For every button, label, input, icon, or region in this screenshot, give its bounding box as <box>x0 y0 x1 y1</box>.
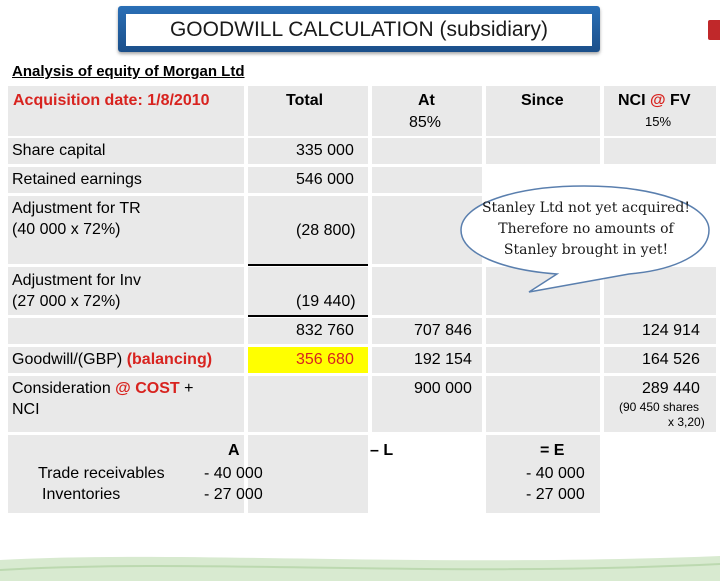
adj-inv-total: (19 440) <box>296 293 356 310</box>
row-cell <box>486 435 600 513</box>
row-cell <box>486 347 600 373</box>
retained-earnings-label: Retained earnings <box>12 171 142 188</box>
equation-e-header: = E <box>540 442 565 459</box>
goodwill-label: Goodwill/(GBP) (balancing) <box>12 351 213 368</box>
at85-header-line2: 85% <box>409 114 442 131</box>
callout-shape <box>460 185 710 293</box>
goodwill-at85: 192 154 <box>414 351 472 368</box>
red-tab-decoration <box>708 20 720 40</box>
consideration-label: Consideration @ COST + <box>12 380 194 397</box>
since-header: Since <box>521 92 564 109</box>
header-cell-acquisition <box>8 86 244 136</box>
consideration-at85: 900 000 <box>414 380 472 397</box>
consideration-nci: 289 440 <box>642 380 700 397</box>
share-capital-label: Share capital <box>12 142 106 159</box>
share-capital-total: 335 000 <box>296 142 354 159</box>
row-cell <box>248 318 368 344</box>
row-cell <box>604 318 716 344</box>
nci-header: NCI @ FV <box>618 92 691 109</box>
row-cell <box>8 167 244 193</box>
row-cell <box>8 318 244 344</box>
row-cell <box>248 267 368 315</box>
row-cell <box>372 318 482 344</box>
row-cell <box>8 347 244 373</box>
row-cell <box>486 138 600 164</box>
rule-line <box>248 264 368 266</box>
at85-header-line1: At <box>418 92 435 109</box>
row-cell <box>486 376 600 432</box>
adj-tr-formula: (40 000 x 72%) <box>12 221 121 238</box>
row-cell <box>604 138 716 164</box>
row-cell <box>8 196 244 264</box>
row-cell <box>372 167 482 193</box>
header-cell-nci <box>604 86 716 136</box>
inventories-e: - 27 000 <box>526 486 585 503</box>
rule-line <box>248 315 368 317</box>
trade-receivables-a: - 40 000 <box>204 465 263 482</box>
inventories-label: Inventories <box>42 486 121 503</box>
row-cell <box>372 267 482 315</box>
consideration-nci-note-line1: (90 450 shares <box>619 400 700 414</box>
equation-l-header: – L <box>370 442 394 459</box>
row-cell <box>372 347 482 373</box>
row-cell <box>8 435 244 513</box>
acquisition-date-header: Acquisition date: 1/8/2010 <box>13 92 210 109</box>
row-cell <box>604 376 716 432</box>
row-cell <box>248 167 368 193</box>
goodwill-highlight-cell <box>248 347 368 373</box>
row-cell <box>372 138 482 164</box>
row-cell <box>8 138 244 164</box>
row-cell <box>486 318 600 344</box>
trade-receivables-label: Trade receivables <box>38 465 165 482</box>
subtotal-at85: 707 846 <box>414 322 472 339</box>
consideration-nci-note-line2: x 3,20) <box>668 415 705 429</box>
row-cell <box>8 376 244 432</box>
row-cell <box>604 347 716 373</box>
equation-a-header: A <box>228 442 240 459</box>
total-header: Total <box>286 92 324 109</box>
row-cell <box>248 435 368 513</box>
subtotal-total: 832 760 <box>296 322 354 339</box>
goodwill-nci: 164 526 <box>642 351 700 368</box>
row-cell <box>8 267 244 315</box>
header-cell-total <box>248 86 368 136</box>
header-cell-at85 <box>372 86 482 136</box>
trade-receivables-e: - 40 000 <box>526 465 585 482</box>
row-cell <box>248 138 368 164</box>
retained-earnings-total: 546 000 <box>296 171 354 188</box>
row-cell <box>248 196 368 264</box>
slide-title: GOODWILL CALCULATION (subsidiary) <box>126 14 592 46</box>
consideration-nci-label: NCI <box>12 401 40 418</box>
callout-text: Stanley Ltd not yet acquired! Therefore … <box>481 200 691 258</box>
nci-percent: 15% <box>645 114 672 129</box>
row-cell <box>248 376 368 432</box>
row-cell <box>372 376 482 432</box>
goodwill-total: 356 680 <box>296 351 354 368</box>
inventories-a: - 27 000 <box>204 486 263 503</box>
bottom-swoosh-decoration <box>0 556 720 581</box>
table-caption: Analysis of equity of Morgan Ltd <box>12 63 245 80</box>
adj-tr-label: Adjustment for TR <box>12 200 141 217</box>
header-cell-since <box>486 86 600 136</box>
callout-bubble: Stanley Ltd not yet acquired! Therefore … <box>453 180 715 293</box>
adj-inv-label: Adjustment for Inv <box>12 272 141 289</box>
adj-inv-formula: (27 000 x 72%) <box>12 293 121 310</box>
subtotal-nci: 124 914 <box>642 322 700 339</box>
adj-tr-total: (28 800) <box>296 222 356 239</box>
